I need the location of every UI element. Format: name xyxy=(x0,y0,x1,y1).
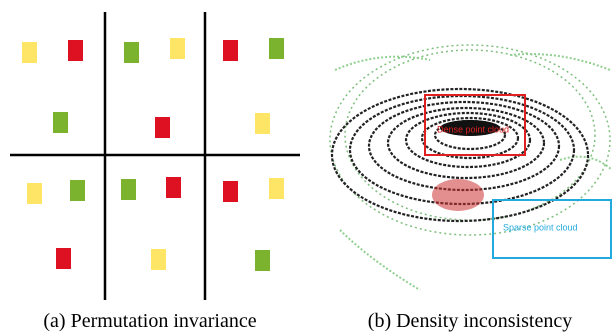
figure: (a) Permutation invariance Dense point c… xyxy=(0,0,615,336)
caption: (b) Density inconsistency xyxy=(368,310,572,332)
square xyxy=(121,179,136,200)
panel-a: (a) Permutation invariance xyxy=(10,12,300,332)
square xyxy=(68,40,83,61)
object xyxy=(432,179,484,211)
square xyxy=(166,177,181,198)
annotation: Sparse point cloud xyxy=(503,222,578,232)
square xyxy=(53,112,68,133)
square xyxy=(155,117,170,138)
square xyxy=(255,113,270,134)
square xyxy=(269,178,284,199)
panel-b: Dense point cloud Sparse point cloud (b)… xyxy=(330,45,612,332)
square xyxy=(124,42,139,63)
square xyxy=(22,42,37,63)
square xyxy=(269,38,284,59)
square xyxy=(223,40,238,61)
square xyxy=(223,181,238,202)
square xyxy=(170,38,185,59)
square xyxy=(70,180,85,201)
square xyxy=(27,183,42,204)
square xyxy=(151,249,166,270)
square xyxy=(56,248,71,269)
annotation: Dense point cloud xyxy=(437,124,509,134)
caption: (a) Permutation invariance xyxy=(43,310,256,332)
scan-ring xyxy=(369,102,559,190)
square xyxy=(255,250,270,271)
point-cloud xyxy=(330,45,612,290)
